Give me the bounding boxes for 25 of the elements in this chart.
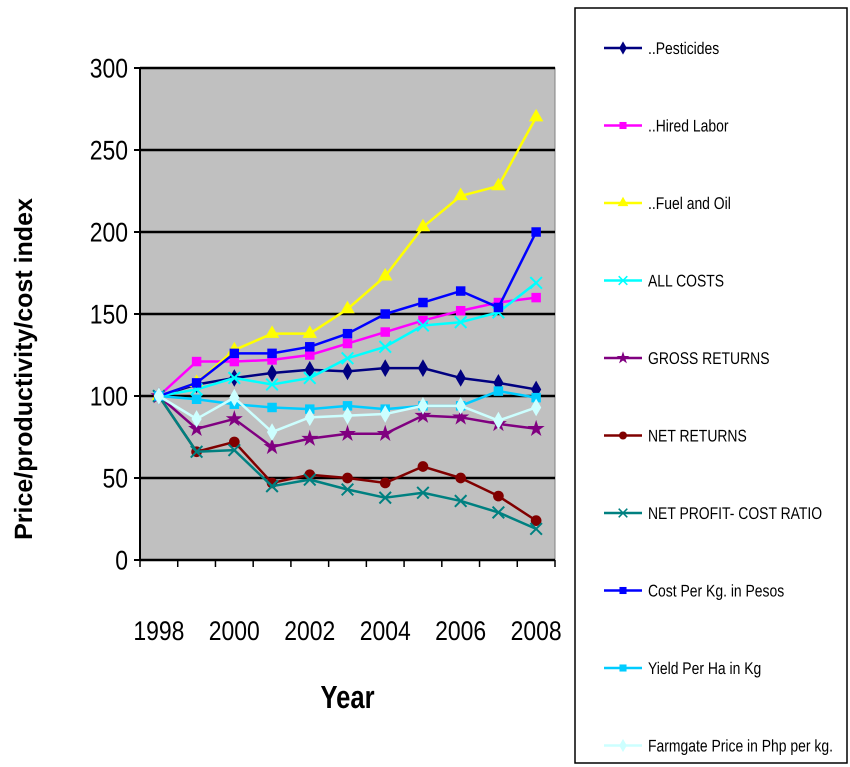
x-tick-label: 2002 xyxy=(284,616,336,646)
legend-label: ..Fuel and Oil xyxy=(648,194,731,214)
legend-label: Farmgate Price in Php per kg. xyxy=(648,737,834,756)
x-tick-label: 2000 xyxy=(208,616,260,646)
y-tick-label: 150 xyxy=(90,300,128,330)
legend-label: ALL COSTS xyxy=(648,272,724,291)
legend-label: Yield Per Ha in Kg xyxy=(648,660,762,678)
legend-label: ..Hired Labor xyxy=(648,117,729,136)
legend-label: GROSS RETURNS xyxy=(648,350,770,368)
x-tick-label: 1998 xyxy=(133,616,184,646)
legend-label: NET PROFIT- COST RATIO xyxy=(648,504,822,524)
y-axis-title: Price/productivity/cost index xyxy=(10,198,38,540)
x-axis-title: Year xyxy=(320,680,375,716)
legend-label: NET RETURNS xyxy=(648,427,747,446)
legend-label: ..Pesticides xyxy=(648,40,720,58)
y-tick-label: 0 xyxy=(115,546,128,576)
y-tick-label: 100 xyxy=(90,382,128,412)
y-tick-label: 300 xyxy=(90,54,128,84)
y-tick-label: 50 xyxy=(102,464,128,494)
x-tick-label: 2006 xyxy=(435,616,486,646)
y-tick-label: 250 xyxy=(90,136,128,166)
x-tick-label: 2004 xyxy=(360,616,411,646)
y-tick-label: 200 xyxy=(90,218,128,248)
legend-label: Cost Per Kg. in Pesos xyxy=(648,582,784,601)
x-tick-label: 2008 xyxy=(510,616,562,646)
